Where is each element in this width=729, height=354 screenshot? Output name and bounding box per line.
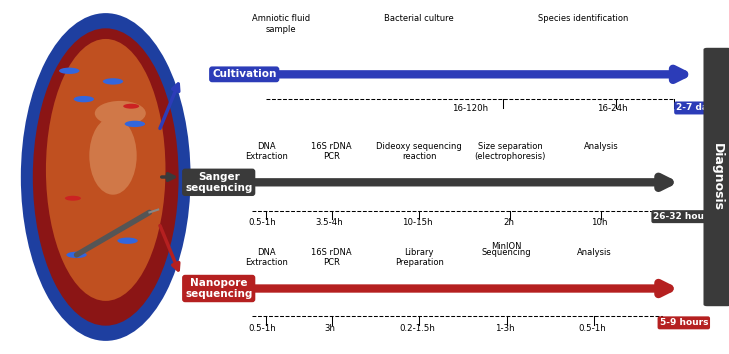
Text: MinION: MinION xyxy=(491,242,522,251)
Text: Sanger
sequencing: Sanger sequencing xyxy=(185,171,252,193)
Ellipse shape xyxy=(59,68,79,74)
Text: 10-15h: 10-15h xyxy=(402,218,433,227)
Ellipse shape xyxy=(46,39,165,301)
Text: 0.5-1h: 0.5-1h xyxy=(249,218,276,227)
Text: DNA
Extraction: DNA Extraction xyxy=(245,248,287,267)
Text: 2h: 2h xyxy=(503,218,515,227)
Text: Analysis: Analysis xyxy=(577,248,612,257)
Text: 0.5-1h: 0.5-1h xyxy=(579,324,607,333)
Text: Species identification: Species identification xyxy=(538,14,628,23)
Text: 16-120h: 16-120h xyxy=(452,104,488,113)
Text: 5-9 hours: 5-9 hours xyxy=(660,318,708,327)
FancyBboxPatch shape xyxy=(703,48,729,306)
Text: Nanopore
sequencing: Nanopore sequencing xyxy=(185,278,252,299)
Text: 1-3h: 1-3h xyxy=(496,324,515,333)
Text: 10h: 10h xyxy=(591,218,607,227)
Ellipse shape xyxy=(103,78,123,85)
Text: 0.2-1.5h: 0.2-1.5h xyxy=(399,324,436,333)
Text: 16-24h: 16-24h xyxy=(597,104,628,113)
Ellipse shape xyxy=(74,96,94,102)
Text: 2-7 days: 2-7 days xyxy=(677,103,719,113)
Ellipse shape xyxy=(66,252,87,258)
Text: Cultivation: Cultivation xyxy=(212,69,276,79)
Text: 26-32 hours: 26-32 hours xyxy=(653,212,714,221)
Ellipse shape xyxy=(123,104,139,109)
Text: Dideoxy sequencing
reaction: Dideoxy sequencing reaction xyxy=(376,142,462,161)
Text: 0.5-1h: 0.5-1h xyxy=(249,324,276,333)
Text: Size separation
(electrophoresis): Size separation (electrophoresis) xyxy=(475,142,546,161)
Text: Sequencing: Sequencing xyxy=(482,248,531,257)
Ellipse shape xyxy=(65,196,81,201)
Text: DNA
Extraction: DNA Extraction xyxy=(245,142,287,161)
Text: 16S rDNA
PCR: 16S rDNA PCR xyxy=(311,142,352,161)
Ellipse shape xyxy=(125,121,145,127)
Ellipse shape xyxy=(117,238,138,244)
Circle shape xyxy=(95,101,146,126)
Text: 16S rDNA
PCR: 16S rDNA PCR xyxy=(311,248,352,267)
Text: Bacterial culture: Bacterial culture xyxy=(384,14,454,23)
Text: Amniotic fluid
sample: Amniotic fluid sample xyxy=(252,14,310,34)
Text: 3h: 3h xyxy=(324,324,335,333)
Ellipse shape xyxy=(89,117,137,195)
Ellipse shape xyxy=(22,14,190,340)
Text: Diagnosis: Diagnosis xyxy=(711,143,724,211)
Text: 3.5-4h: 3.5-4h xyxy=(316,218,343,227)
Text: Analysis: Analysis xyxy=(584,142,619,150)
Text: Library
Preparation: Library Preparation xyxy=(394,248,444,267)
Ellipse shape xyxy=(33,28,179,326)
